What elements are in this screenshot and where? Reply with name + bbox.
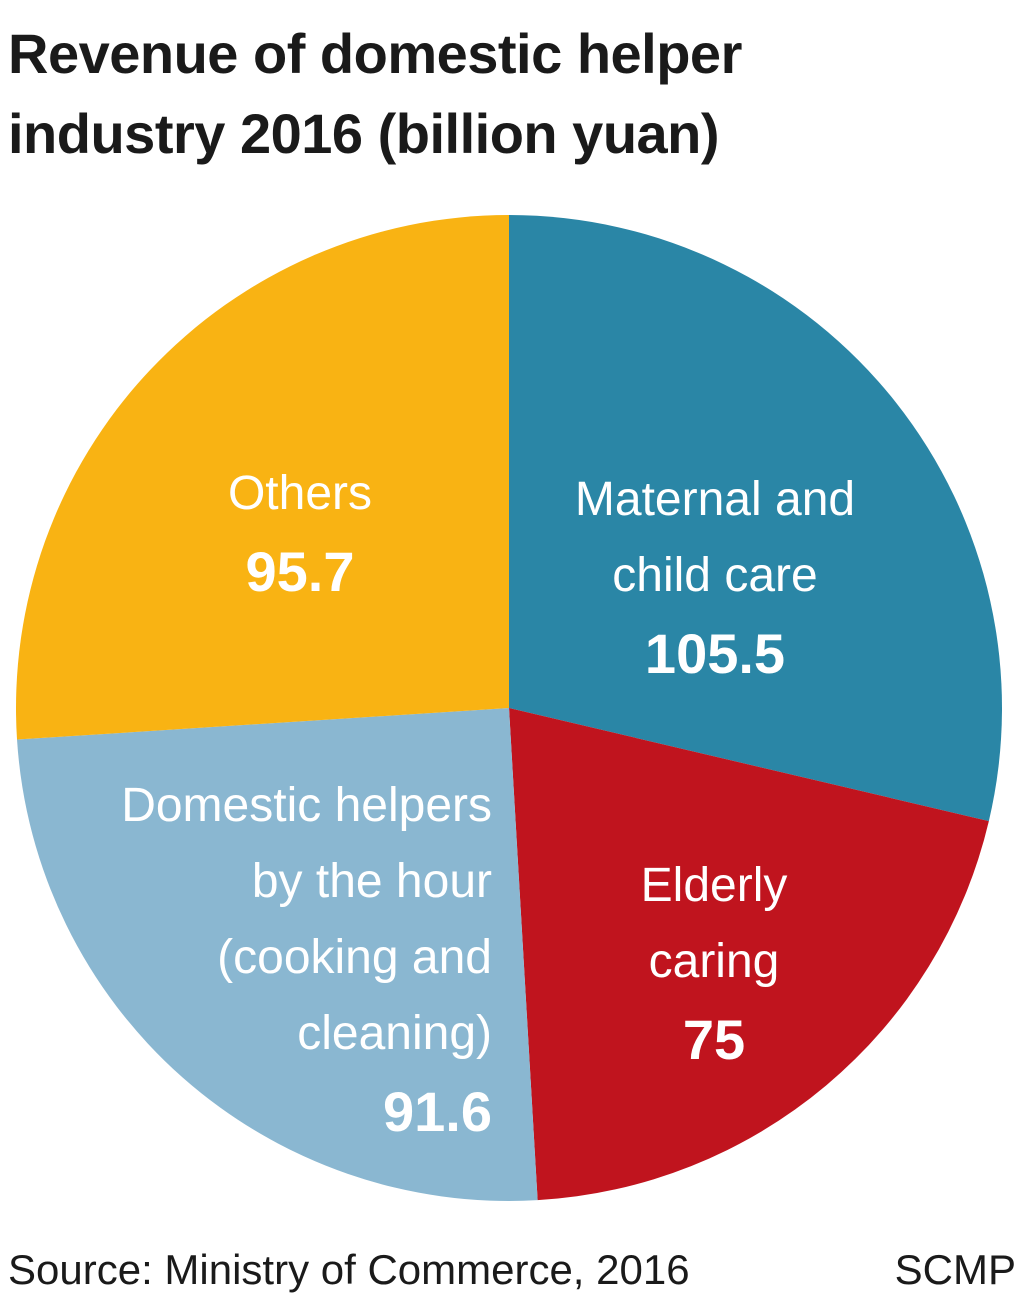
slice-label-elderly-caring: Elderly caring 75 [494, 848, 934, 1080]
slice-label-elderly-line-1: Elderly [640, 859, 788, 912]
slice-value-elderly-caring: 75 [682, 1008, 746, 1071]
chart-footer: Source: Ministry of Commerce, 2016 SCMP [8, 1240, 1016, 1300]
slice-label-maternal-child-care: Maternal and child care 105.5 [495, 462, 935, 694]
slice-value-others: 95.7 [245, 540, 355, 603]
slice-label-domestic-helpers: Domestic helpers by the hour (cooking an… [52, 768, 492, 1152]
publisher-credit: SCMP [894, 1246, 1016, 1293]
pie-slice-maternal-and-child-care [509, 215, 1002, 822]
slice-label-others-line-1: Others [227, 467, 373, 520]
chart-title: Revenue of domestic helper industry 2016… [8, 14, 1008, 174]
slice-label-maternal-line-1: Maternal and [574, 473, 856, 526]
pie-slice-elderly-caring [509, 708, 989, 1201]
slice-label-domestic-line-2: by the hour [251, 855, 492, 908]
chart-title-line-2: industry 2016 (billion yuan) [8, 102, 720, 165]
slice-label-maternal-line-2: child care [612, 549, 818, 602]
slice-label-domestic-line-4: cleaning) [297, 1007, 492, 1060]
slice-value-maternal-child-care: 105.5 [644, 622, 786, 685]
slice-label-others: Others 95.7 [80, 456, 520, 612]
slice-label-elderly-line-2: caring [648, 935, 780, 988]
pie-slice-domestic-helpers-by-the-hour-cooking-and-cleaning [17, 708, 538, 1202]
source-note: Source: Ministry of Commerce, 2016 [8, 1246, 690, 1293]
pie-slice-others [15, 215, 509, 740]
slice-label-domestic-line-3: (cooking and [217, 931, 492, 984]
slice-value-domestic-helpers: 91.6 [383, 1080, 492, 1143]
chart-title-line-1: Revenue of domestic helper [8, 22, 742, 85]
slice-label-domestic-line-1: Domestic helpers [121, 779, 492, 832]
